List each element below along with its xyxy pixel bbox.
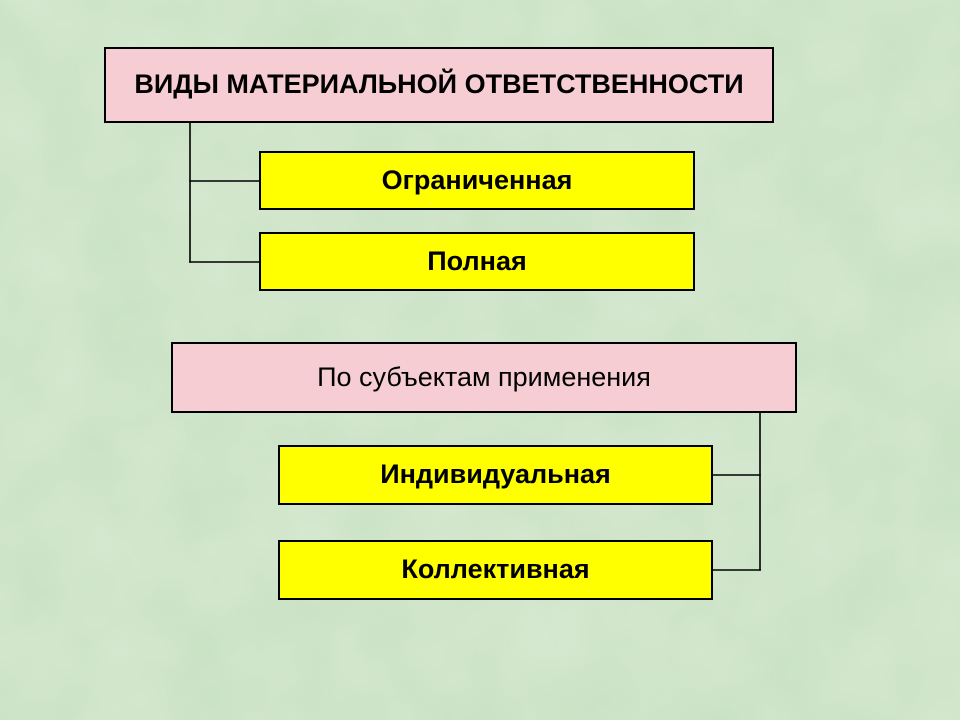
diagram-stage: ВИДЫ МАТЕРИАЛЬНОЙ ОТВЕТСТВЕННОСТИ Ограни… — [0, 0, 960, 720]
header-label: По субъектам применения — [317, 362, 651, 393]
child-label: Ограниченная — [382, 165, 573, 196]
child-label: Коллективная — [401, 554, 589, 585]
child-box-full: Полная — [259, 232, 695, 291]
child-box-limited: Ограниченная — [259, 151, 695, 210]
header-box-types: ВИДЫ МАТЕРИАЛЬНОЙ ОТВЕТСТВЕННОСТИ — [104, 47, 774, 123]
header-box-subjects: По субъектам применения — [171, 342, 797, 413]
child-box-collective: Коллективная — [278, 540, 713, 600]
child-label: Полная — [427, 246, 526, 277]
child-label: Индивидуальная — [380, 459, 611, 490]
child-box-individual: Индивидуальная — [278, 445, 713, 505]
header-label: ВИДЫ МАТЕРИАЛЬНОЙ ОТВЕТСТВЕННОСТИ — [134, 69, 743, 100]
